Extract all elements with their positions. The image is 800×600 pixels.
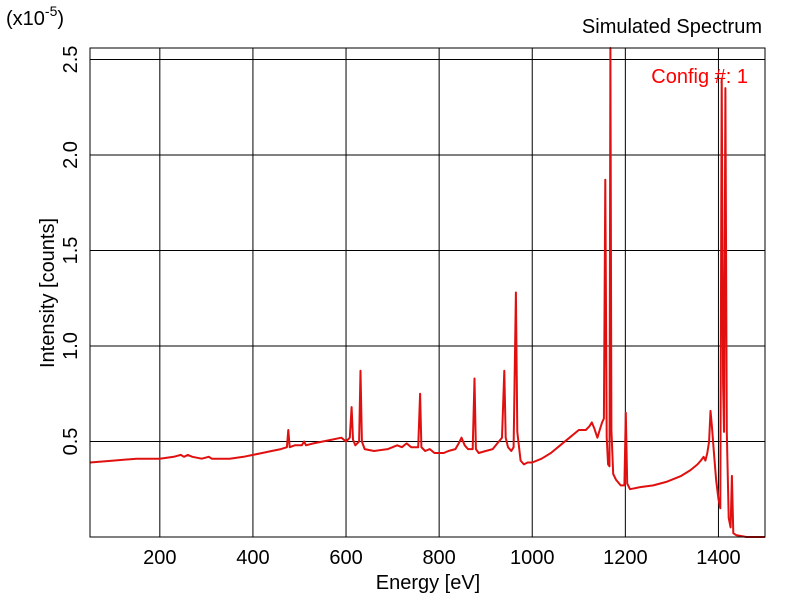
config-annotation: Config #: 1	[651, 66, 748, 88]
chart-title: Simulated Spectrum	[582, 16, 762, 38]
x-tick-labels: 200 400 600 800 1000 1200 1400	[143, 547, 741, 569]
x-tick-label: 200	[143, 547, 176, 569]
y-tick-label: 1.5	[60, 237, 82, 265]
grid	[90, 48, 765, 537]
plot-frame	[89, 47, 766, 538]
x-axis-label: Energy [eV]	[376, 572, 481, 594]
y-multiplier-base: (x10	[6, 8, 45, 30]
x-tick-label: 1200	[603, 547, 648, 569]
y-axis-label: Intensity [counts]	[37, 218, 59, 368]
y-multiplier: (x10-5)	[6, 3, 64, 30]
x-tick-label: 800	[422, 547, 455, 569]
y-tick-label: 0.5	[60, 428, 82, 456]
y-tick-label: 2.5	[60, 46, 82, 74]
y-tick-label: 2.0	[60, 141, 82, 169]
y-tick-labels: 0.5 1.0 1.5 2.0 2.5	[60, 46, 82, 456]
y-multiplier-close: )	[57, 8, 64, 30]
x-tick-label: 1000	[510, 547, 555, 569]
x-tick-label: 1400	[696, 547, 741, 569]
x-tick-label: 400	[236, 547, 269, 569]
x-tick-label: 600	[329, 547, 362, 569]
series-layer	[89, 47, 765, 538]
y-multiplier-exponent: -5	[45, 3, 58, 19]
y-tick-label: 1.0	[60, 332, 82, 360]
spectrum-series-line	[89, 47, 765, 538]
